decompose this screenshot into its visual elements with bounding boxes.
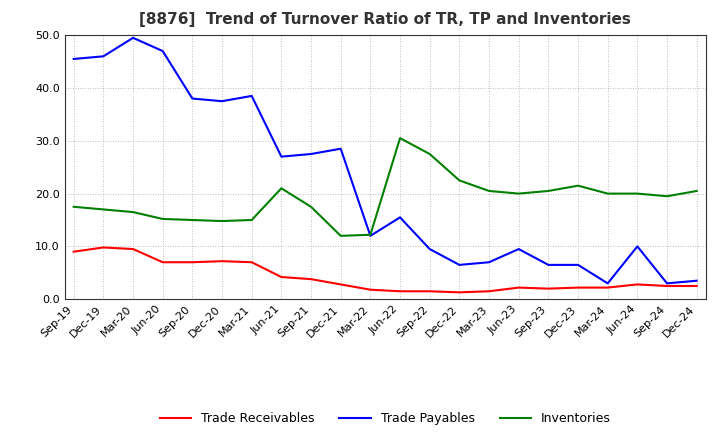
Inventories [574,183,582,188]
Trade Receivables [307,276,315,282]
Trade Receivables [426,289,434,294]
Trade Payables [217,99,226,104]
Trade Receivables [129,246,138,252]
Inventories [248,217,256,223]
Trade Payables [307,151,315,157]
Trade Receivables [633,282,642,287]
Trade Payables [693,278,701,283]
Trade Receivables [217,259,226,264]
Trade Receivables [277,275,286,280]
Trade Payables [129,35,138,40]
Inventories [455,178,464,183]
Line: Inventories: Inventories [73,138,697,236]
Trade Payables [277,154,286,159]
Inventories [544,188,553,194]
Inventories [662,194,671,199]
Trade Payables [455,262,464,268]
Trade Payables [366,233,374,238]
Trade Receivables [455,290,464,295]
Inventories [633,191,642,196]
Inventories [396,136,405,141]
Inventories [514,191,523,196]
Trade Receivables [396,289,405,294]
Trade Receivables [603,285,612,290]
Trade Payables [336,146,345,151]
Inventories [336,233,345,238]
Trade Receivables [248,260,256,265]
Trade Receivables [366,287,374,292]
Trade Receivables [693,283,701,289]
Trade Receivables [99,245,108,250]
Trade Receivables [158,260,167,265]
Title: [8876]  Trend of Turnover Ratio of TR, TP and Inventories: [8876] Trend of Turnover Ratio of TR, TP… [139,12,631,27]
Inventories [99,207,108,212]
Trade Receivables [485,289,493,294]
Trade Payables [188,96,197,101]
Trade Payables [633,244,642,249]
Trade Receivables [514,285,523,290]
Inventories [188,217,197,223]
Trade Payables [158,48,167,54]
Inventories [603,191,612,196]
Trade Receivables [69,249,78,254]
Inventories [69,204,78,209]
Inventories [366,232,374,238]
Trade Receivables [336,282,345,287]
Line: Trade Receivables: Trade Receivables [73,247,697,292]
Inventories [485,188,493,194]
Trade Payables [396,215,405,220]
Inventories [129,209,138,215]
Inventories [426,151,434,157]
Trade Payables [544,262,553,268]
Trade Payables [514,246,523,252]
Trade Payables [99,54,108,59]
Legend: Trade Receivables, Trade Payables, Inventories: Trade Receivables, Trade Payables, Inven… [155,407,616,430]
Trade Payables [69,56,78,62]
Trade Payables [426,246,434,252]
Trade Receivables [544,286,553,291]
Trade Receivables [188,260,197,265]
Trade Payables [485,260,493,265]
Inventories [158,216,167,222]
Inventories [307,204,315,209]
Trade Payables [248,93,256,99]
Inventories [277,186,286,191]
Line: Trade Payables: Trade Payables [73,38,697,283]
Inventories [693,188,701,194]
Trade Receivables [574,285,582,290]
Trade Receivables [662,283,671,289]
Trade Payables [662,281,671,286]
Trade Payables [603,281,612,286]
Trade Payables [574,262,582,268]
Inventories [217,218,226,224]
